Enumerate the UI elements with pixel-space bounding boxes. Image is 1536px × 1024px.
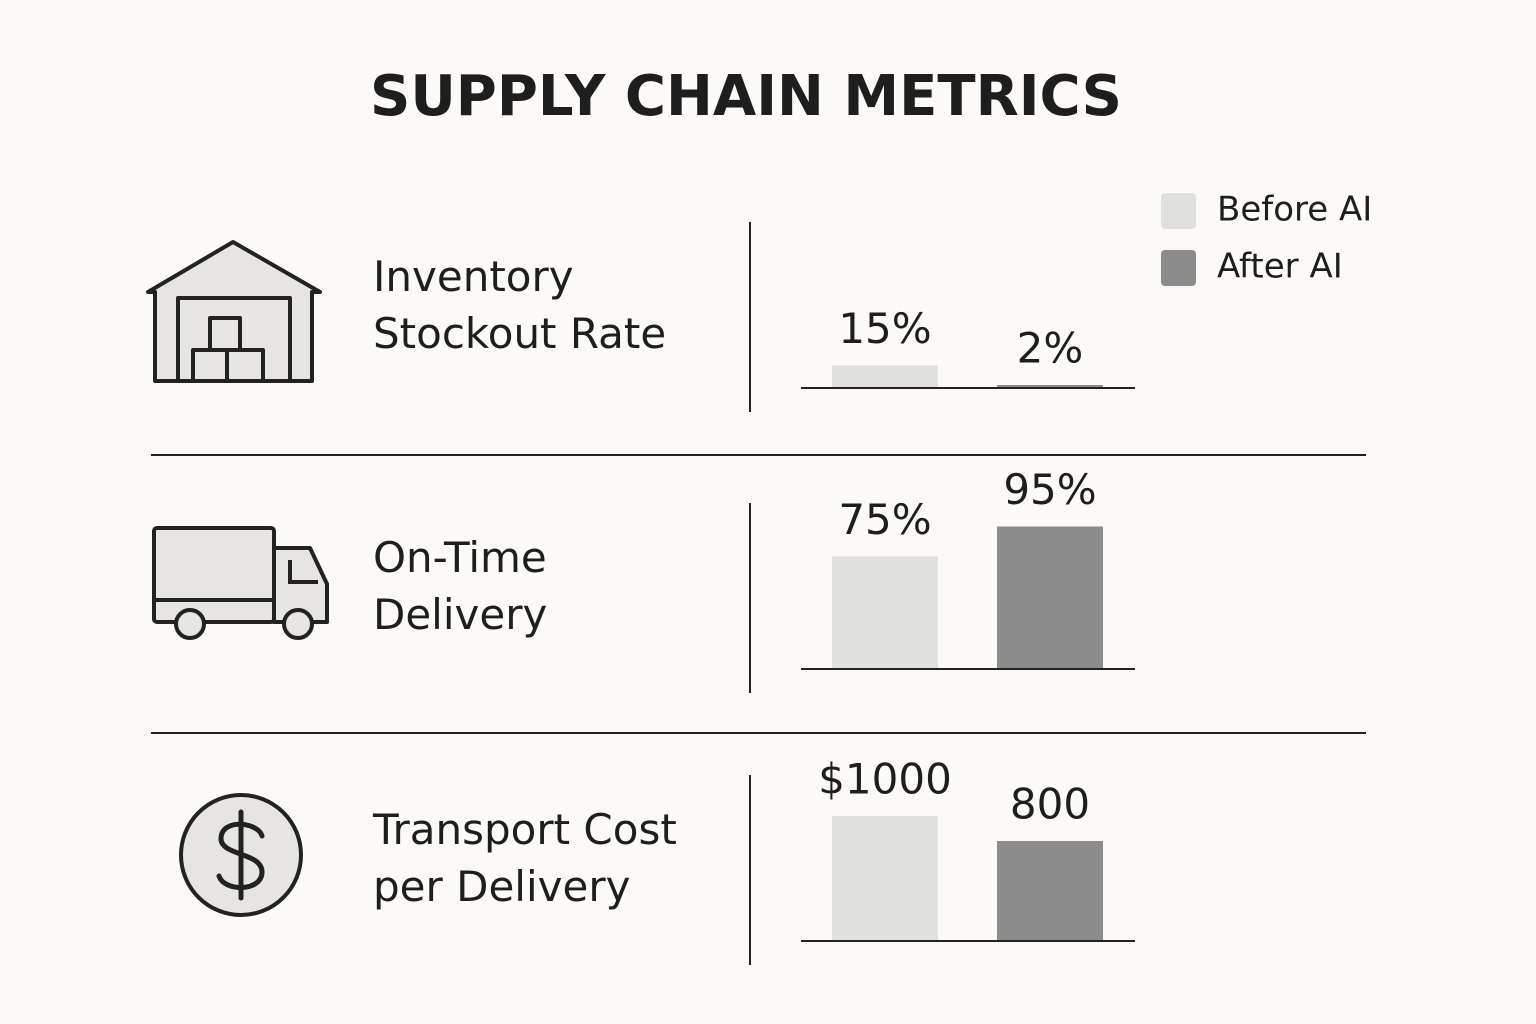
legend-label: Before AI (1217, 190, 1372, 230)
value-label: 95% (1003, 465, 1096, 514)
metric-label: On-Time (373, 533, 547, 582)
bar (832, 556, 938, 669)
metric-label: Delivery (373, 590, 547, 639)
metric-label: Inventory (373, 252, 574, 301)
page-title: SUPPLY CHAIN METRICS (370, 64, 1122, 129)
warehouse-icon (146, 240, 322, 383)
value-label: 800 (1010, 780, 1090, 829)
bar (997, 841, 1103, 941)
bar (997, 526, 1103, 669)
bar (832, 816, 938, 941)
value-label: 2% (1017, 324, 1084, 373)
legend-swatch (1161, 193, 1196, 229)
legend-label: After AI (1217, 247, 1343, 287)
value-label: $1000 (818, 755, 952, 804)
value-label: 15% (838, 304, 931, 353)
bar (832, 365, 938, 388)
metric-label: Stockout Rate (373, 309, 666, 358)
metric-label: per Delivery (373, 862, 630, 911)
legend-swatch (1161, 250, 1196, 286)
value-label: 75% (838, 495, 931, 544)
dollar-icon (179, 793, 303, 917)
metric-label: Transport Cost (372, 805, 677, 854)
truck-icon (152, 526, 329, 640)
bar (997, 385, 1103, 388)
